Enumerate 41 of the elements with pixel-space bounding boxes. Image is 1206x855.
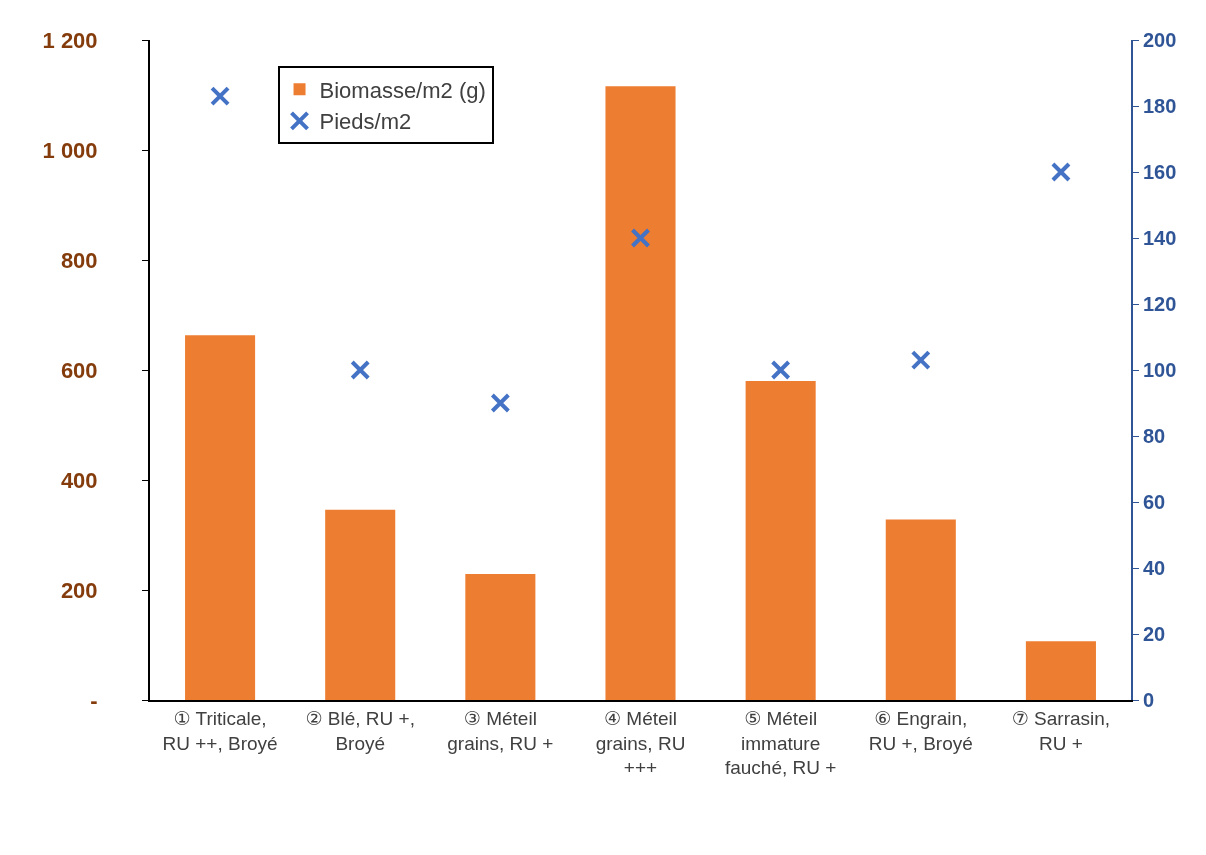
y-tick-label: 1 000: [42, 137, 98, 163]
y2-tick-label: 160: [1143, 161, 1177, 183]
legend-label: Pieds/m2: [319, 109, 412, 135]
y-tick-label: 400: [60, 467, 98, 493]
y2-tick-label: 80: [1143, 425, 1166, 447]
point: [490, 393, 511, 413]
y-tick-label: -: [90, 687, 98, 713]
x-tick-label: ⑤ Méteil immature fauché, RU +: [724, 707, 837, 779]
x-tick-label: ⑥ Engrain, RU +, Broyé: [868, 707, 973, 754]
x-tick-label: ① Triticale, RU ++, Broyé: [162, 707, 278, 754]
point: [1050, 162, 1071, 182]
y-tick-label: 600: [60, 357, 98, 383]
y2-tick-label: 100: [1143, 359, 1177, 381]
y2-tick-label: 60: [1143, 491, 1166, 513]
point: [630, 228, 651, 248]
bar: [1025, 641, 1096, 700]
y2-tick-label: 120: [1143, 293, 1177, 315]
point: [350, 360, 371, 380]
bar: [745, 381, 816, 700]
bar: [325, 509, 396, 700]
y2-tick-label: 140: [1143, 227, 1177, 249]
bar: [605, 86, 676, 700]
bar: [185, 335, 256, 700]
y2-tick-label: 20: [1143, 623, 1166, 645]
x-tick-label: ④ Méteil grains, RU +++: [595, 707, 686, 779]
bar: [885, 519, 956, 700]
y2-tick-label: 200: [1143, 29, 1177, 51]
point: [770, 360, 791, 380]
y-tick-label: 1 200: [42, 27, 98, 53]
y2-tick-label: 0: [1143, 689, 1155, 711]
x-tick-label: ② Blé, RU +, Broyé: [305, 707, 415, 754]
x-tick-label: ⑦ Sarrasin, RU +: [1011, 707, 1111, 754]
y-tick-label: 800: [60, 247, 98, 273]
legend-label: Biomasse/m2 (g): [319, 77, 486, 103]
y2-tick-label: 180: [1143, 95, 1177, 117]
y2-tick-label: 40: [1143, 557, 1166, 579]
bar: [465, 574, 536, 700]
point: [210, 86, 231, 107]
x-tick-label: ③ Méteil grains, RU +: [447, 707, 554, 754]
point: [910, 350, 931, 371]
y-tick-label: 200: [60, 577, 98, 603]
